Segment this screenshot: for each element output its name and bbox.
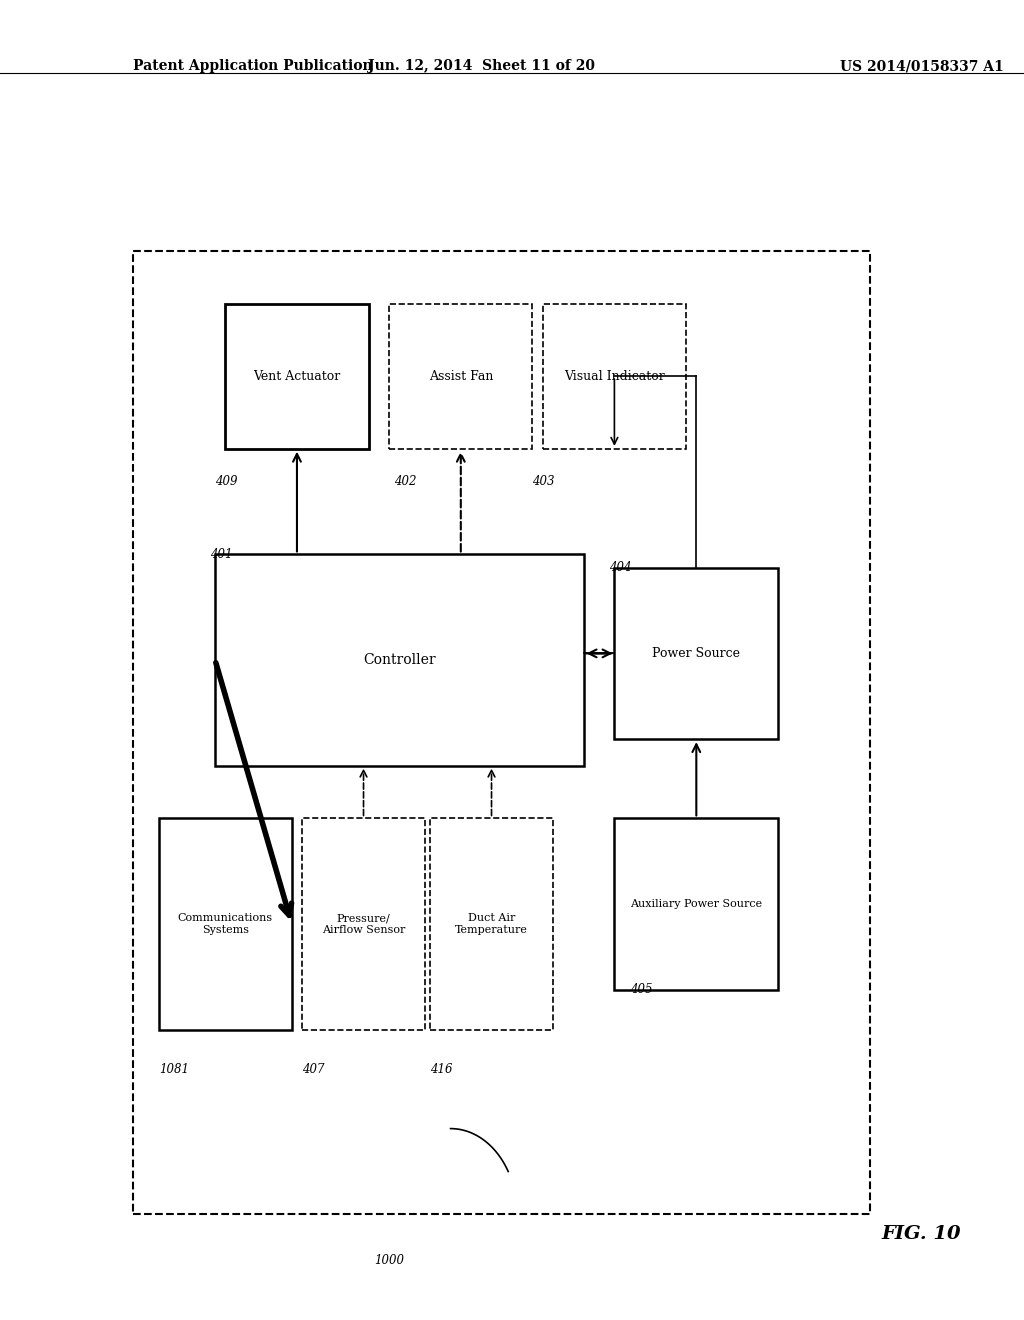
Text: Vent Actuator: Vent Actuator: [253, 370, 341, 383]
Text: Pressure/
Airflow Sensor: Pressure/ Airflow Sensor: [322, 913, 406, 935]
Text: Assist Fan: Assist Fan: [429, 370, 493, 383]
FancyBboxPatch shape: [159, 818, 292, 1030]
Text: Auxiliary Power Source: Auxiliary Power Source: [630, 899, 763, 909]
FancyBboxPatch shape: [302, 818, 425, 1030]
Text: 405: 405: [630, 983, 652, 997]
Text: Power Source: Power Source: [652, 647, 740, 660]
Text: Visual Indicator: Visual Indicator: [564, 370, 665, 383]
Text: 1081: 1081: [159, 1063, 188, 1076]
Text: FIG. 10: FIG. 10: [882, 1225, 962, 1243]
FancyBboxPatch shape: [225, 304, 369, 449]
FancyBboxPatch shape: [614, 568, 778, 739]
Text: 402: 402: [394, 475, 417, 488]
Text: US 2014/0158337 A1: US 2014/0158337 A1: [840, 59, 1004, 74]
Text: 404: 404: [609, 561, 632, 574]
Text: 416: 416: [430, 1063, 453, 1076]
FancyBboxPatch shape: [389, 304, 532, 449]
Text: 1000: 1000: [374, 1254, 403, 1267]
Text: 407: 407: [302, 1063, 325, 1076]
Text: 409: 409: [215, 475, 238, 488]
FancyBboxPatch shape: [543, 304, 686, 449]
Text: Communications
Systems: Communications Systems: [178, 913, 272, 935]
Text: Jun. 12, 2014  Sheet 11 of 20: Jun. 12, 2014 Sheet 11 of 20: [368, 59, 595, 74]
FancyBboxPatch shape: [430, 818, 553, 1030]
FancyBboxPatch shape: [614, 818, 778, 990]
Text: 403: 403: [532, 475, 555, 488]
Text: Controller: Controller: [364, 653, 435, 667]
FancyBboxPatch shape: [133, 251, 870, 1214]
Text: 401: 401: [210, 548, 232, 561]
FancyBboxPatch shape: [215, 554, 584, 766]
Text: Patent Application Publication: Patent Application Publication: [133, 59, 373, 74]
Text: Duct Air
Temperature: Duct Air Temperature: [455, 913, 528, 935]
